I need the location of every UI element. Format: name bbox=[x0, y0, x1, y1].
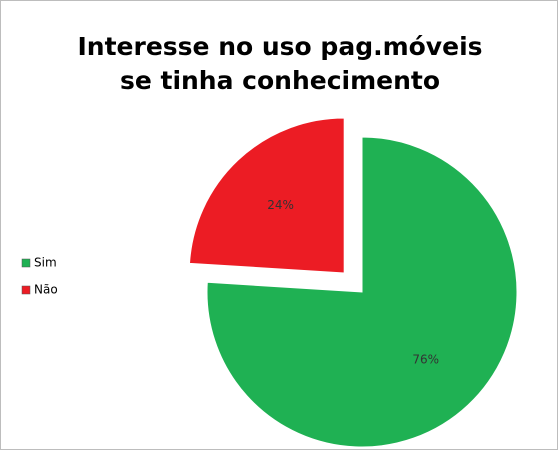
legend-swatch bbox=[21, 285, 31, 295]
legend-label: Não bbox=[34, 283, 58, 297]
data-label: 24% bbox=[267, 198, 294, 212]
data-label: 76% bbox=[412, 352, 439, 366]
legend-swatch bbox=[21, 258, 31, 268]
legend-label: Sim bbox=[34, 256, 57, 270]
pie-slice bbox=[206, 136, 518, 448]
pie-slice bbox=[188, 117, 345, 274]
chart-title: Interesse no uso pag.móveis se tinha con… bbox=[77, 32, 483, 95]
